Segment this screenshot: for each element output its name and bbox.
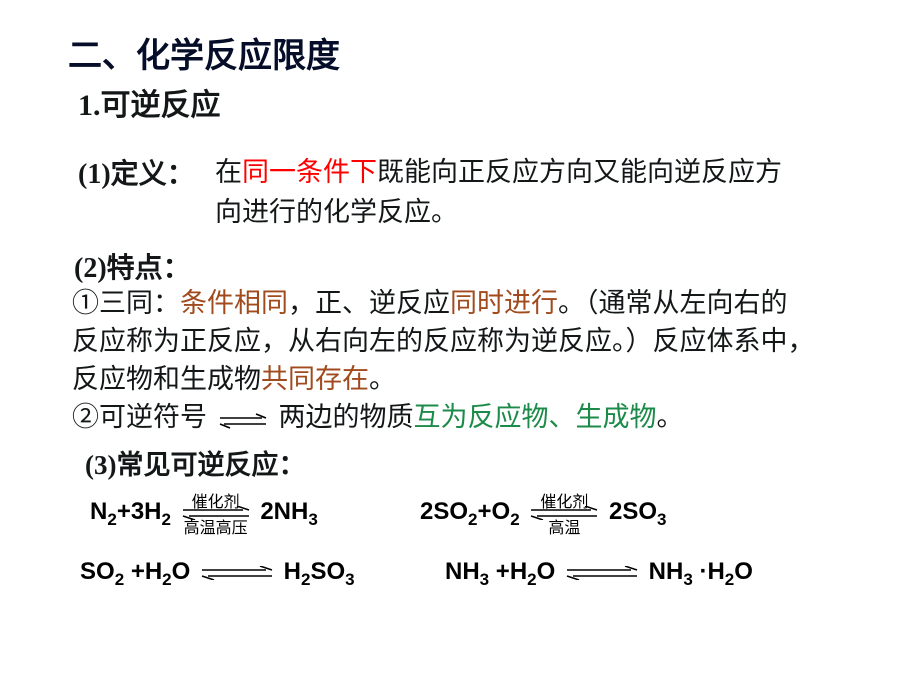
- char-l2p1: 反应称为正反应，从右向左的反应称为逆反应。）反应体系中，: [72, 326, 815, 356]
- eq1-condition-bottom: 高温高压: [184, 514, 248, 538]
- char-l3p1: 反应物和生成物: [72, 364, 261, 394]
- eq2-condition-top: 催化剂: [540, 488, 588, 512]
- char-l1p3: 。（通常从左向右的: [558, 288, 788, 318]
- eq1-arrow: 催化剂 高温高压: [181, 506, 251, 520]
- def-p3: 向进行的化学反应。: [215, 197, 458, 227]
- eq2-condition-bottom: 高温: [548, 514, 580, 538]
- characteristics-label: (2)特点：: [74, 246, 191, 286]
- char-l4g1: 互为反应物、生成物: [414, 402, 657, 432]
- main-title: 二、化学反应限度: [68, 28, 340, 77]
- char-l1o2: 同时进行: [450, 288, 558, 318]
- def-red1: 同一条件下: [242, 157, 377, 187]
- subtitle-1: 1.可逆反应: [78, 80, 221, 124]
- definition-text: 在同一条件下既能向正反应方向又能向逆反应方 向进行的化学反应。: [215, 152, 782, 232]
- char-l4p2: 两边的物质: [279, 402, 414, 432]
- equation-2: 2SO2+O2 催化剂 高温 2SO3: [420, 498, 667, 530]
- reversible-arrow-icon: [218, 401, 268, 439]
- char-l1p2: ，正、逆反应: [288, 288, 450, 318]
- def-p2: 既能向正反应方向又能向逆反应方: [377, 157, 782, 187]
- eq1-left: N2+3H2: [90, 498, 171, 525]
- eq2-right: 2SO3: [609, 498, 667, 525]
- char-l1o1: 条件相同: [180, 288, 288, 318]
- equation-3: SO2 +H2O H2SO3: [80, 558, 355, 590]
- eq3-arrow: [200, 566, 274, 580]
- char-l1p1: ①三同：: [72, 288, 180, 318]
- equation-1: N2+3H2 催化剂 高温高压 2NH3: [90, 498, 318, 530]
- def-p1: 在: [215, 157, 242, 187]
- eq2-left: 2SO2+O2: [420, 498, 520, 525]
- char-l3o1: 共同存在: [261, 364, 369, 394]
- eq3-right: H2SO3: [284, 558, 355, 585]
- definition-label: (1)定义：: [78, 152, 195, 192]
- char-l3p2: 。: [369, 364, 396, 394]
- eq3-left: SO2 +H2O: [80, 558, 190, 585]
- eq4-left: NH3 +H2O: [445, 558, 555, 585]
- eq4-right: NH3 ·H2O: [649, 558, 753, 585]
- eq4-arrow: [565, 566, 639, 580]
- char-l4p3: 。: [657, 402, 684, 432]
- equation-4: NH3 +H2O NH3 ·H2O: [445, 558, 753, 590]
- eq1-condition-top: 催化剂: [192, 488, 240, 512]
- eq2-arrow: 催化剂 高温: [529, 506, 599, 520]
- characteristics-text: ①三同：条件相同，正、逆反应同时进行。（通常从左向右的 反应称为正反应，从右向左…: [72, 284, 902, 439]
- char-l4p1: ②可逆符号: [72, 402, 207, 432]
- eq1-right: 2NH3: [260, 498, 317, 525]
- common-label: (3)常见可逆反应：: [85, 443, 305, 482]
